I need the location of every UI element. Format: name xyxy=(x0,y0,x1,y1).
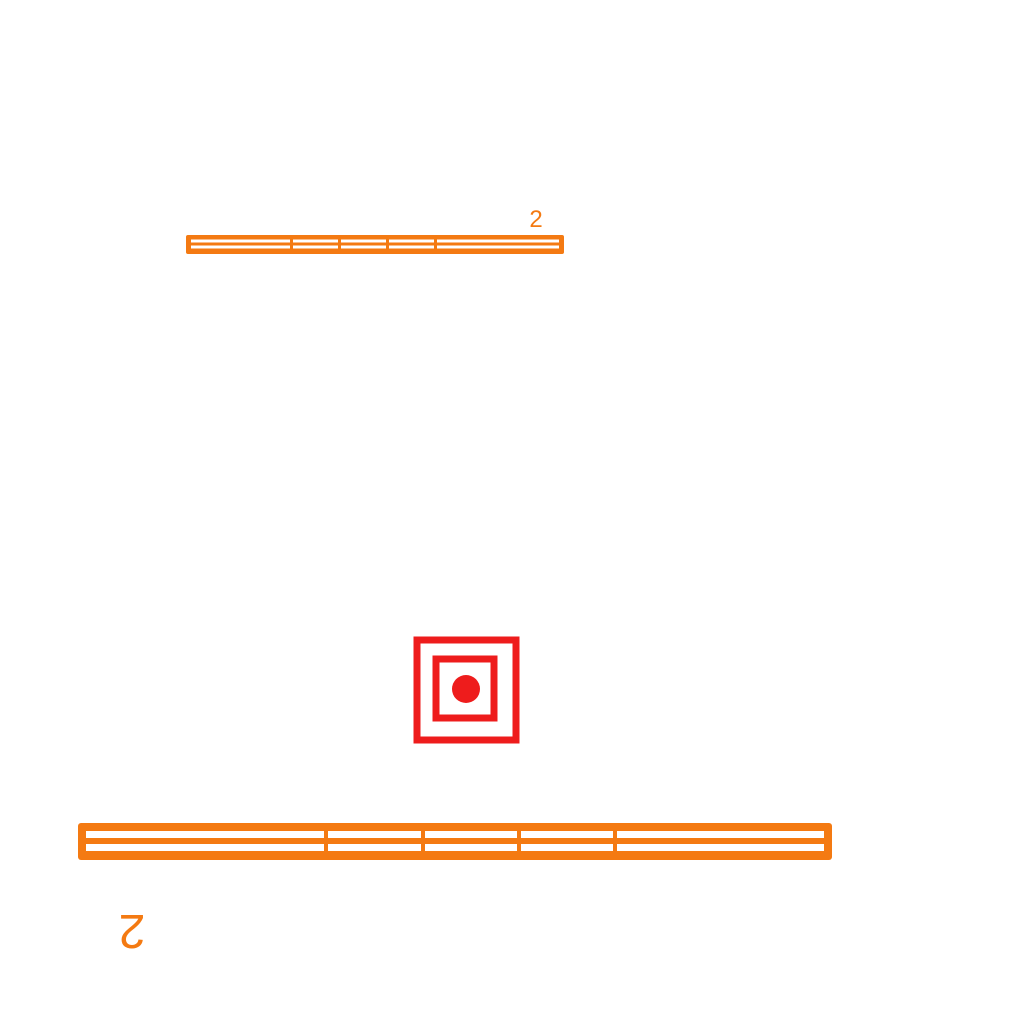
target-icon xyxy=(452,675,480,703)
platform-bottom: 2 xyxy=(78,823,832,957)
platform-bottom-divider xyxy=(517,826,521,857)
platform-top-stripe-lower xyxy=(191,245,559,249)
platform-top-body xyxy=(186,235,564,254)
platform-bottom-label: 2 xyxy=(119,904,146,957)
platform-top-divider xyxy=(386,237,389,252)
platform-top-divider xyxy=(338,237,341,252)
platform-bottom-divider xyxy=(421,826,425,857)
platform-top-label: 2 xyxy=(529,206,542,233)
platform-top-stripe-upper xyxy=(191,239,559,243)
platform-top-divider xyxy=(434,237,437,252)
target-outer-square xyxy=(413,636,520,744)
platform-top-divider xyxy=(290,237,293,252)
platform-bottom-stripe-lower xyxy=(86,844,824,851)
platform-bottom-divider xyxy=(324,826,328,857)
platform-bottom-stripe-upper xyxy=(86,831,824,838)
platform-bottom-body xyxy=(78,823,832,860)
target-block[interactable] xyxy=(413,636,520,744)
target-inner-square xyxy=(432,655,498,722)
platform-top: 2 xyxy=(186,206,564,254)
platform-bottom-divider xyxy=(613,826,617,857)
